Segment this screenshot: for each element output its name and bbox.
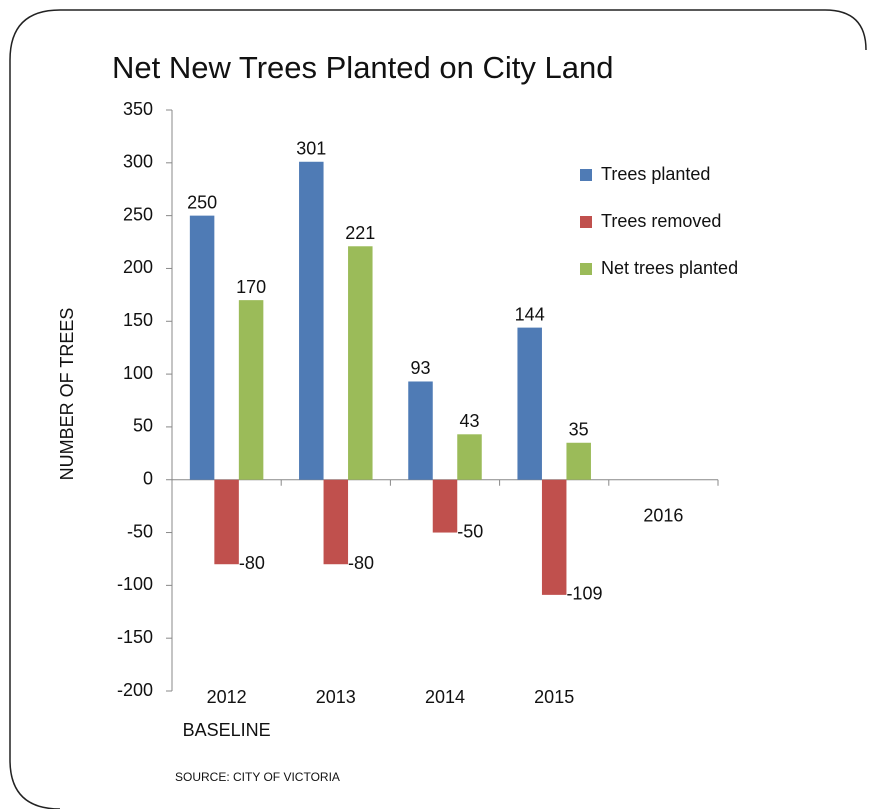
data-label: -80: [348, 553, 374, 573]
bar: [238, 300, 264, 480]
legend-label: Trees removed: [601, 211, 721, 231]
bar: [541, 479, 567, 595]
y-tick-label: -150: [117, 627, 153, 647]
x-tick-label: 2013: [316, 687, 356, 707]
frame: [9, 9, 867, 809]
y-tick-label: 350: [123, 99, 153, 119]
data-label: 301: [296, 139, 326, 159]
y-tick-label: 250: [123, 204, 153, 224]
y-tick-label: -200: [117, 680, 153, 700]
legend-label: Net trees planted: [601, 258, 738, 278]
annotation: BASELINE: [183, 720, 271, 740]
bar: [432, 479, 458, 533]
chart-title: Net New Trees Planted on City Land: [112, 50, 613, 85]
y-tick-label: 300: [123, 152, 153, 172]
y-tick-label: 200: [123, 257, 153, 277]
data-label: 221: [345, 223, 375, 243]
data-label: 43: [459, 411, 479, 431]
bar: [517, 327, 542, 480]
y-tick-label: 0: [143, 468, 153, 488]
x-tick-label: 2015: [534, 687, 574, 707]
bar: [214, 479, 239, 565]
legend-swatch: [580, 169, 592, 181]
data-label: -80: [239, 553, 265, 573]
source: SOURCE: CITY OF VICTORIA: [175, 770, 340, 784]
x-tick-label: 2016: [643, 505, 683, 525]
bar: [189, 215, 215, 480]
data-label: 250: [187, 192, 217, 212]
data-label: 93: [410, 358, 430, 378]
data-label: -50: [457, 521, 483, 541]
bar: [323, 479, 349, 565]
legend-swatch: [580, 263, 592, 275]
y-tick-label: -100: [117, 574, 153, 594]
legend-swatch: [580, 216, 592, 228]
bar: [566, 442, 591, 480]
data-label: 144: [515, 304, 545, 324]
x-tick-label: 2014: [425, 687, 465, 707]
y-tick-label: -50: [127, 521, 153, 541]
data-label: -109: [566, 584, 602, 604]
data-label: 170: [236, 277, 266, 297]
y-tick-label: 50: [133, 416, 153, 436]
x-tick-label: 2012: [207, 687, 247, 707]
bar: [408, 381, 433, 480]
y-tick-label: 150: [123, 310, 153, 330]
legend-label: Trees planted: [601, 164, 710, 184]
y-axis-label: NUMBER OF TREES: [57, 308, 77, 481]
bar: [348, 246, 373, 480]
bar: [457, 434, 482, 480]
data-label: 35: [569, 420, 589, 440]
bar: [299, 161, 324, 480]
y-tick-label: 100: [123, 363, 153, 383]
